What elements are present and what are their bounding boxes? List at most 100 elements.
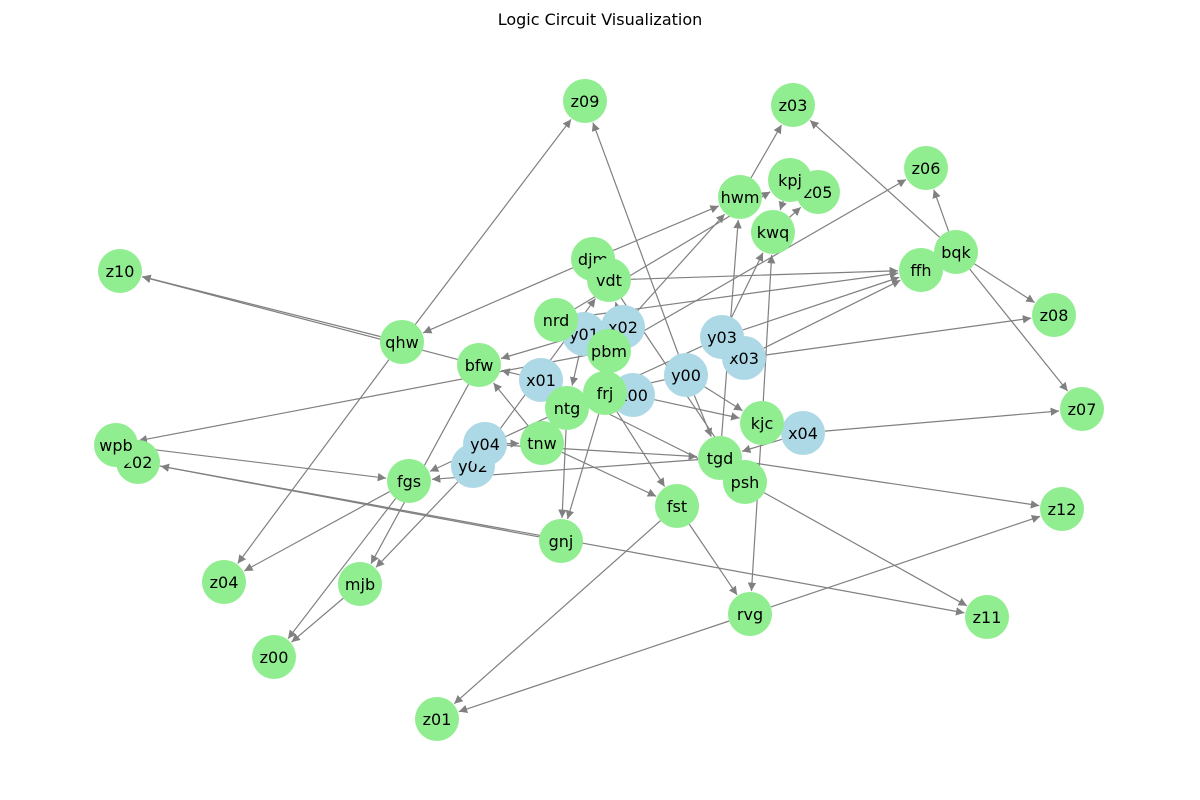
node-x01[interactable]: x01 [519,358,563,402]
node-bqk[interactable]: bqk [934,230,978,274]
node-label-kwq: kwq [757,223,790,242]
node-fgs[interactable]: fgs [387,459,431,503]
edge-bqk-z03 [809,119,941,238]
node-kjc[interactable]: kjc [740,401,784,445]
node-label-ffh: ffh [910,261,931,280]
edge-fgs-z00 [287,498,397,640]
node-circle-pbm [587,329,631,373]
node-fst[interactable]: fst [655,484,699,528]
node-y04[interactable]: y04 [463,422,507,466]
node-gnj[interactable]: gnj [539,519,583,563]
node-label-y04: y04 [470,435,500,454]
node-label-z05: z05 [804,183,833,202]
edge-djm-qhw [422,267,574,334]
node-z06[interactable]: z06 [904,146,948,190]
node-label-wpb: wpb [99,436,132,455]
node-kwq[interactable]: kwq [751,210,795,254]
node-circle-ffh [899,248,943,292]
node-z03[interactable]: z03 [771,83,815,127]
node-label-hwm: hwm [721,188,760,207]
node-circle-z10 [98,249,142,293]
node-circle-z03 [771,83,815,127]
edge-y01-bfw [500,339,564,361]
edge-vdt-ffh [630,266,899,280]
edge-tnw-fst [561,451,657,497]
node-frj[interactable]: frj [583,371,627,415]
edge-x00-kjc [654,399,740,421]
node-label-z00: z00 [260,648,289,667]
edge-x04-z07 [824,407,1060,432]
node-label-z09: z09 [571,92,600,111]
node-z12[interactable]: z12 [1040,487,1084,531]
edge-fst-rvg [688,523,738,596]
node-label-fst: fst [667,497,687,516]
node-wpb[interactable]: wpb [94,423,138,467]
node-circle-psh [723,460,767,504]
node-nrd[interactable]: nrd [534,298,578,342]
node-qhw[interactable]: qhw [380,320,424,364]
edge-y03-kwq [731,252,764,318]
node-label-x01: x01 [526,371,556,390]
edge-y00-tgd [693,395,712,437]
edge-ntg-gnj [558,429,567,519]
node-label-y00: y00 [671,366,701,385]
node-psh[interactable]: psh [723,460,767,504]
node-ntg[interactable]: ntg [545,386,589,430]
node-label-qhw: qhw [385,333,418,352]
edge-djm-hwm [613,205,720,252]
node-z07[interactable]: z07 [1060,387,1104,431]
node-circle-wpb [94,423,138,467]
node-circle-gnj [539,519,583,563]
edge-qhw-z10 [142,274,381,338]
node-z01[interactable]: z01 [415,697,459,741]
node-x04[interactable]: x04 [781,411,825,455]
node-label-z11: z11 [973,608,1002,627]
node-circle-bfw [457,343,501,387]
node-circle-hwm [718,175,762,219]
node-circle-z11 [965,595,1009,639]
node-tnw[interactable]: tnw [520,421,564,465]
node-z08[interactable]: z08 [1032,293,1076,337]
node-circle-y04 [463,422,507,466]
node-z11[interactable]: z11 [965,595,1009,639]
node-vdt[interactable]: vdt [587,258,631,302]
node-y03[interactable]: y03 [700,315,744,359]
node-hwm[interactable]: hwm [718,175,762,219]
node-y00[interactable]: y00 [664,353,708,397]
node-ffh[interactable]: ffh [899,248,943,292]
node-label-x04: x04 [788,424,818,443]
node-circle-x04 [781,411,825,455]
node-label-kpj: kpj [778,171,802,190]
node-z04[interactable]: z04 [202,560,246,604]
edge-kjc-kwq [762,254,776,402]
node-pbm[interactable]: pbm [587,329,631,373]
node-mjb[interactable]: mjb [338,562,382,606]
edge-x04-tgd [741,438,783,453]
node-label-fgs: fgs [397,472,421,491]
node-kpj[interactable]: kpj [768,158,812,202]
node-z09[interactable]: z09 [563,79,607,123]
node-circle-kwq [751,210,795,254]
edge-layer [137,118,1069,713]
edge-x02-vdt [613,301,622,312]
node-label-gnj: gnj [549,532,574,551]
node-label-frj: frj [597,384,614,403]
node-circle-mjb [338,562,382,606]
edge-mjb-z00 [291,597,344,643]
edge-hwm-z03 [750,124,783,179]
node-bfw[interactable]: bfw [457,343,501,387]
node-label-x03: x03 [729,349,759,368]
node-z00[interactable]: z00 [252,635,296,679]
edge-y00-z09 [591,122,679,355]
edge-qhw-z04 [237,359,390,564]
edge-frj-fst [616,411,666,487]
node-rvg[interactable]: rvg [728,592,772,636]
edge-y01-ntg [569,355,580,386]
edge-kpj-kwq [778,200,787,211]
node-circle-frj [583,371,627,415]
edge-x03-ffh [763,279,901,349]
edge-bqk-z08 [974,263,1035,304]
diagram-title: Logic Circuit Visualization [497,10,703,29]
node-z10[interactable]: z10 [98,249,142,293]
edge-y00-kjc [704,386,743,412]
